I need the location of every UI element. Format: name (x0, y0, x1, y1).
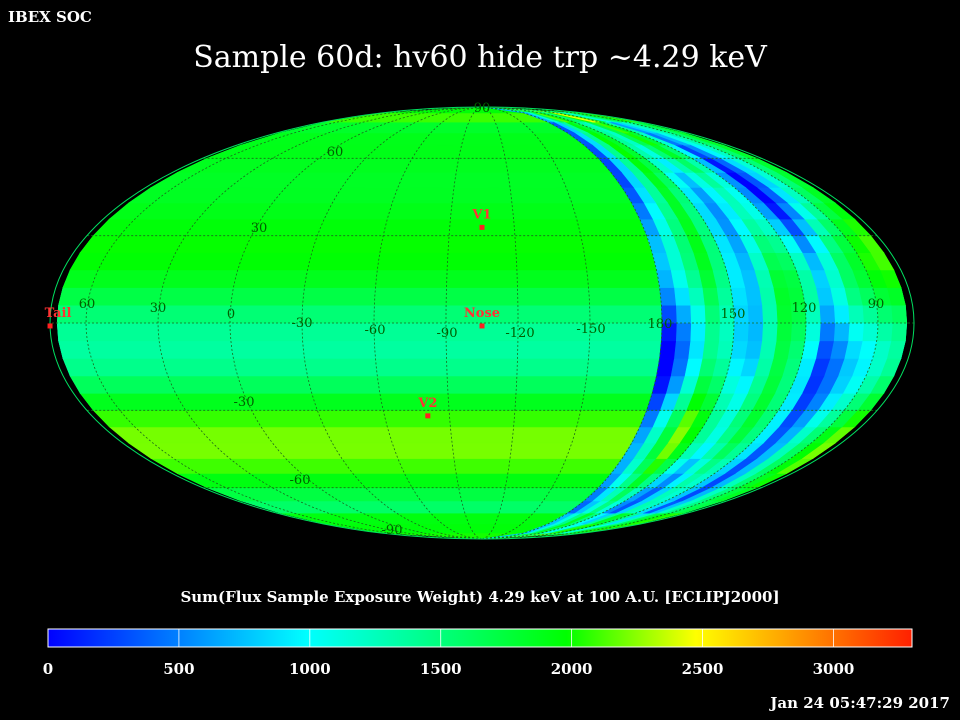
colorbar-tick-label: 1000 (289, 660, 331, 678)
colorbar-tick-label: 2000 (551, 660, 593, 678)
colorbar-tick-label: 2500 (682, 660, 724, 678)
colorbar-tick-label: 1500 (420, 660, 462, 678)
timestamp: Jan 24 05:47:29 2017 (770, 694, 950, 712)
colorbar-tick-label: 0 (43, 660, 53, 678)
page-title: Sample 60d: hv60 hide trp ~4.29 keV (193, 40, 767, 75)
colorbar-gradient (47, 628, 913, 648)
colorbar-tick-label: 3000 (813, 660, 855, 678)
app-header: IBEX SOC (8, 8, 92, 26)
colorbar-tick-label: 500 (163, 660, 194, 678)
